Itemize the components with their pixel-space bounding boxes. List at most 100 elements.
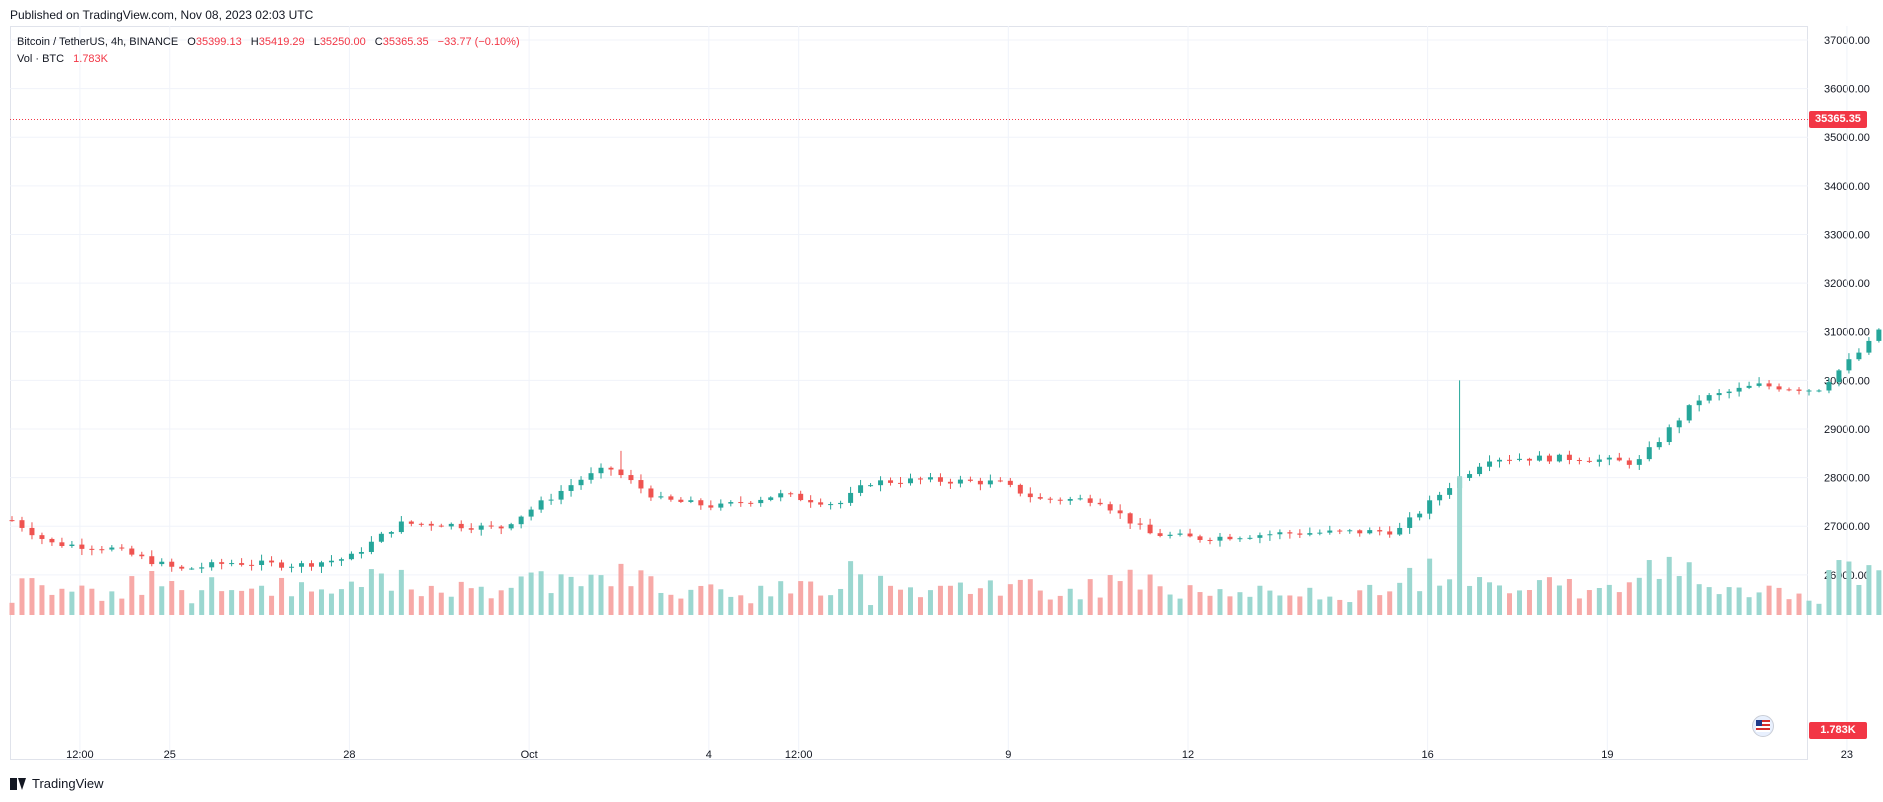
candle-body (568, 485, 574, 491)
candle-body (1706, 395, 1712, 401)
candle-body (1157, 533, 1163, 536)
volume-bar (1247, 596, 1253, 615)
candle-body (1317, 532, 1323, 534)
volume-bar (618, 563, 624, 615)
candle-body (1127, 513, 1133, 524)
candle-body (1816, 390, 1822, 392)
volume-bar (808, 581, 814, 615)
volume-bar (69, 591, 75, 615)
chart-frame[interactable] (10, 26, 1808, 760)
candle-body (1606, 457, 1612, 460)
candle-body (79, 544, 85, 549)
footer-brand[interactable]: TradingView (32, 776, 104, 791)
volume-bar (1746, 597, 1752, 615)
volume-bar (488, 598, 494, 615)
volume-bar (189, 603, 195, 615)
volume-bar (1516, 590, 1522, 615)
candle-body (858, 485, 864, 493)
volume-bar (1317, 599, 1323, 615)
candle-body (1497, 459, 1503, 462)
volume-bar (1047, 599, 1053, 615)
volume-bar (1566, 578, 1572, 615)
candle-body (9, 520, 15, 522)
candle-body (139, 554, 145, 557)
volume-bar (1576, 598, 1582, 615)
candle-body (708, 505, 714, 508)
legend-symbol[interactable]: Bitcoin / TetherUS, 4h, BINANCE (17, 36, 179, 48)
candle-body (1227, 536, 1233, 540)
candle-body (868, 485, 874, 487)
candle-body (1447, 488, 1453, 495)
candle-body (498, 526, 504, 529)
volume-bar (738, 595, 744, 615)
volume-bar (1526, 590, 1532, 615)
volume-bar (279, 577, 285, 615)
footer: TradingView (10, 776, 104, 791)
volume-bar (1666, 556, 1672, 615)
volume-bar (1846, 561, 1852, 615)
candle-body (1027, 493, 1033, 498)
volume-bar (558, 574, 564, 615)
candle-body (1636, 459, 1642, 465)
candle-body (1467, 474, 1473, 478)
volume-bar (888, 585, 894, 615)
volume-bar (858, 574, 864, 615)
volume-bar (898, 589, 904, 615)
volume-bar (378, 573, 384, 615)
legend-volume-label[interactable]: Vol · BTC (17, 53, 65, 65)
candle-body (898, 482, 904, 484)
volume-bar (658, 592, 664, 615)
candle-body (318, 562, 324, 567)
candle-body (368, 541, 374, 552)
volume-bar (478, 586, 484, 615)
volume-bar (1397, 582, 1403, 615)
volume-bar (1007, 584, 1013, 615)
volume-bar (428, 585, 434, 615)
candle-body (688, 500, 694, 502)
candle-body (1137, 523, 1143, 525)
x-tick-label: 23 (1841, 749, 1853, 761)
volume-bar (1127, 569, 1133, 615)
candle-body (957, 479, 963, 484)
volume-bar (997, 595, 1003, 615)
volume-bar (1017, 579, 1023, 615)
last-volume-badge: 1.783K (1809, 722, 1867, 739)
candle-body (418, 523, 424, 525)
volume-bar (149, 570, 155, 615)
legend: Bitcoin / TetherUS, 4h, BINANCE O35399.1… (17, 34, 520, 68)
candle-body (259, 560, 265, 565)
volume-bar (109, 591, 115, 615)
candle-body (149, 556, 155, 565)
tradingview-logo-icon[interactable] (10, 777, 26, 790)
volume-bar (289, 596, 295, 615)
volume-bar (1706, 587, 1712, 615)
candle-body (987, 480, 993, 485)
volume-bar (1407, 567, 1413, 615)
volume-bar (568, 576, 574, 615)
candle-body (1656, 442, 1662, 448)
candle-body (468, 528, 474, 530)
candle-body (1696, 400, 1702, 406)
candle-body (159, 561, 165, 565)
us-flag-icon[interactable] (1752, 715, 1774, 737)
candle-body (19, 520, 25, 528)
top-bar: Published on TradingView.com, Nov 08, 20… (0, 0, 1883, 26)
legend-high-value: 35419.29 (258, 36, 305, 48)
x-tick-label: 28 (343, 749, 355, 761)
candle-body (768, 497, 774, 500)
volume-bar (49, 594, 55, 615)
candle-body (239, 563, 245, 565)
candle-body (678, 499, 684, 502)
legend-volume-row: Vol · BTC 1.783K (17, 51, 520, 68)
candle-body (758, 499, 764, 504)
candle-body (1247, 537, 1253, 539)
volume-bar (169, 581, 175, 615)
volume-bar (848, 561, 854, 615)
volume-bar (1836, 560, 1842, 615)
candle-body (1556, 454, 1562, 462)
volume-bar (1646, 560, 1652, 615)
candle-body (528, 509, 534, 517)
candle-body (1327, 530, 1333, 533)
volume-bar (259, 585, 265, 615)
